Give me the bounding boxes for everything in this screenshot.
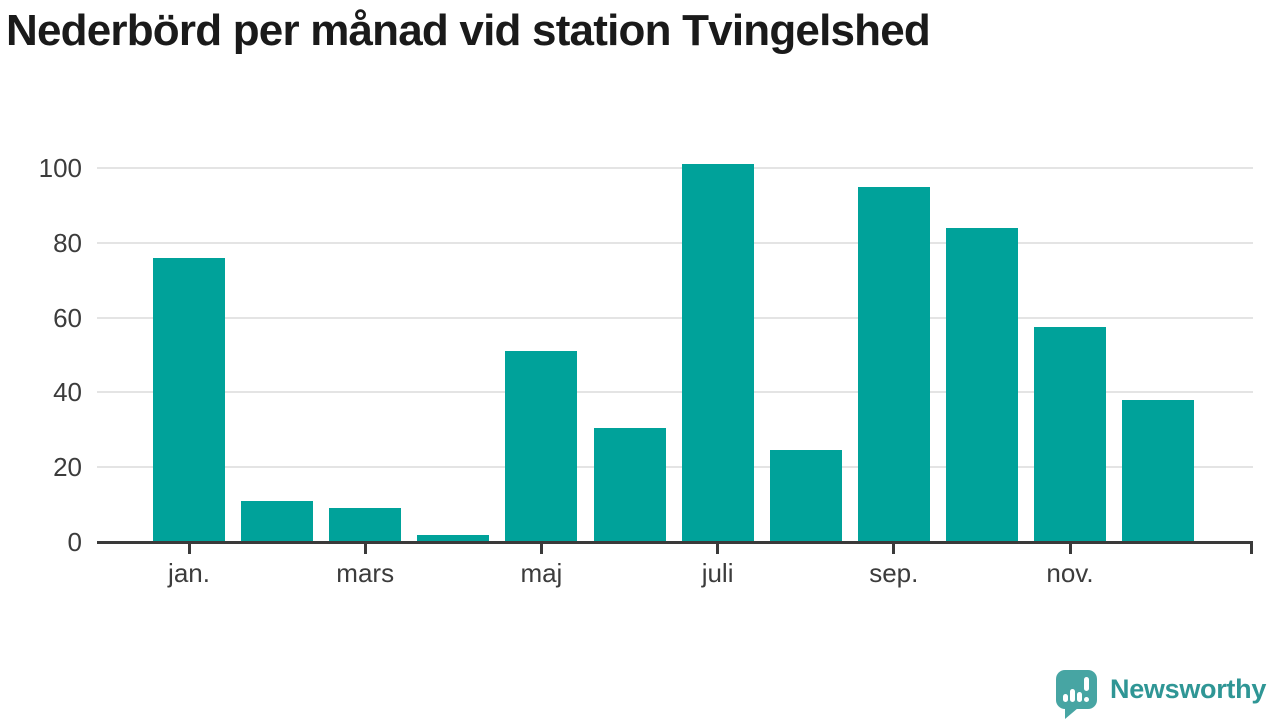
logo-exclamation-icon [1084, 677, 1089, 691]
x-axis-tick-nov. [1068, 544, 1072, 554]
x-axis-tick-maj [539, 544, 543, 554]
x-axis-tick-juli [716, 544, 720, 554]
logo-chart-bar-icon [1077, 692, 1082, 702]
y-axis-tick-label-0: 0 [67, 527, 82, 557]
gridline-80 [97, 241, 1253, 244]
newsworthy-logo-text: Newsworthy [1110, 674, 1267, 704]
x-axis-tick-label-nov.: nov. [1046, 558, 1094, 588]
logo-chart-bar-icon [1063, 694, 1068, 702]
bar-april [417, 534, 490, 542]
bar-maj [505, 351, 578, 542]
bar-nov. [1034, 326, 1106, 542]
gridline-20 [97, 466, 1253, 469]
y-axis-tick-label-60: 60 [53, 302, 82, 333]
gridline-40 [97, 391, 1253, 394]
x-axis-tick-sep. [892, 544, 896, 554]
logo-exclamation-dot-icon [1084, 697, 1089, 702]
y-axis-tick-label-20: 20 [53, 452, 82, 483]
bar-jan. [153, 257, 225, 542]
bar-aug. [769, 450, 842, 542]
y-axis-tick-label-40: 40 [53, 377, 82, 408]
x-axis-tick-label-jan.: jan. [168, 558, 210, 588]
y-axis-tick-label-100: 100 [38, 153, 82, 183]
chart-title: Nederbörd per månad vid station Tvingels… [6, 6, 931, 55]
logo-bubble-tail [1065, 708, 1078, 719]
x-axis-tick-label-mars: mars [336, 558, 395, 588]
x-axis-end-tick [1250, 541, 1253, 554]
bar-juli [681, 164, 754, 542]
x-axis-tick-label-sep.: sep. [869, 558, 919, 588]
bar-sep. [857, 186, 930, 542]
x-axis-tick-jan. [187, 544, 191, 554]
x-axis-tick-label-maj: maj [520, 558, 563, 588]
newsworthy-logo-icon [1056, 670, 1097, 719]
bar-mars [329, 508, 402, 542]
bar-juni [593, 427, 666, 542]
x-axis-tick-label-juli: juli [701, 558, 734, 588]
x-axis-line [97, 541, 1253, 544]
bar-feb. [241, 500, 314, 542]
gridline-100 [97, 167, 1253, 169]
bar-chart-plot-area [97, 150, 1253, 542]
y-axis-tick-label-80: 80 [53, 227, 82, 258]
bar-okt. [945, 227, 1018, 542]
bar-dec. [1122, 399, 1195, 542]
newsworthy-logo: Newsworthy [1056, 670, 1267, 719]
x-axis-tick-mars [363, 544, 367, 554]
gridline-60 [97, 316, 1253, 319]
logo-chart-bar-icon [1070, 689, 1075, 702]
